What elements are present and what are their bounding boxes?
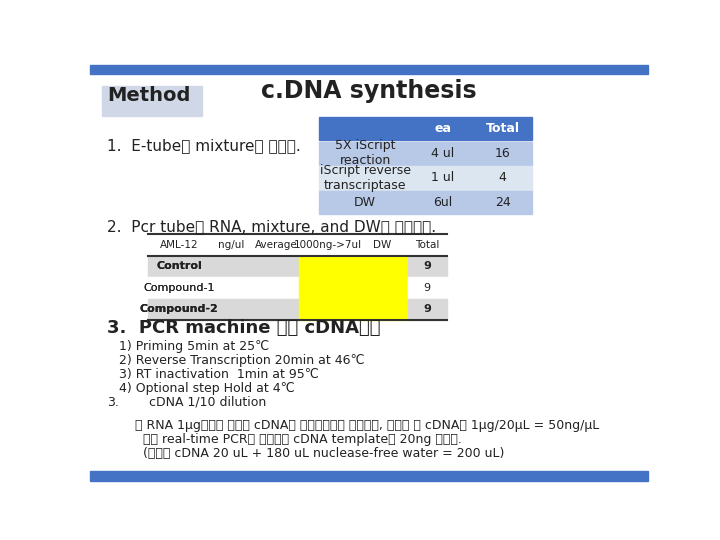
- Bar: [474, 117, 532, 140]
- Text: AML-12: AML-12: [160, 240, 199, 250]
- Bar: [90, 65, 648, 74]
- Text: Compound-2: Compound-2: [140, 304, 218, 314]
- Text: DW: DW: [354, 196, 376, 209]
- Text: 9: 9: [423, 304, 431, 314]
- Text: Average: Average: [255, 240, 297, 250]
- Text: 4 ul: 4 ul: [431, 147, 454, 160]
- Text: ： RNA 1μg로부터 동량의 cDNA가 합성되었다고 가정하면, 합성된 숀 cDNA는 1μg/20μL = 50ng/μL: ： RNA 1μg로부터 동량의 cDNA가 합성되었다고 가정하면, 합성된 …: [120, 419, 600, 432]
- Text: 2.  Pcr tube에 RNA, mixture, and DW를 넣어준다.: 2. Pcr tube에 RNA, mixture, and DW를 넣어준다.: [107, 219, 436, 234]
- Text: 9: 9: [423, 261, 431, 271]
- Text: Control: Control: [156, 261, 202, 271]
- Bar: [474, 142, 532, 165]
- Text: Compound-1: Compound-1: [143, 283, 215, 293]
- Text: 1000ng->7ul: 1000ng->7ul: [294, 240, 362, 250]
- Bar: [357, 299, 408, 320]
- Bar: [319, 117, 412, 140]
- Text: 9: 9: [423, 283, 431, 293]
- Bar: [412, 142, 474, 165]
- Bar: [319, 191, 412, 214]
- Text: 이후 real-time PCR에 사용되는 cDNA template는 20ng 사용함.: 이후 real-time PCR에 사용되는 cDNA template는 20…: [120, 433, 462, 446]
- Bar: [412, 117, 474, 140]
- Text: 16: 16: [495, 147, 510, 160]
- Bar: [474, 191, 532, 214]
- Bar: [90, 471, 648, 481]
- Text: 5X iScript
reaction: 5X iScript reaction: [335, 139, 395, 167]
- Bar: [253, 299, 300, 320]
- Text: c.DNA synthesis: c.DNA synthesis: [261, 79, 477, 103]
- Text: iScript reverse
transcriptase: iScript reverse transcriptase: [320, 164, 410, 192]
- Bar: [210, 278, 253, 298]
- Text: Total: Total: [415, 240, 439, 250]
- Text: Method: Method: [107, 86, 190, 105]
- Bar: [357, 278, 408, 298]
- Bar: [210, 299, 253, 320]
- Text: 4: 4: [499, 172, 507, 185]
- Bar: [300, 278, 357, 298]
- Bar: [412, 166, 474, 190]
- Text: Control: Control: [156, 261, 202, 271]
- Text: Compound-2: Compound-2: [140, 304, 218, 314]
- Text: 1.  E-tube에 mixture를 만든다.: 1. E-tube에 mixture를 만든다.: [107, 138, 301, 153]
- Bar: [319, 142, 412, 165]
- Bar: [357, 256, 408, 276]
- Bar: [253, 278, 300, 298]
- Bar: [300, 256, 357, 276]
- Bar: [210, 256, 253, 276]
- Bar: [148, 278, 210, 298]
- Bar: [148, 299, 210, 320]
- Text: 1 ul: 1 ul: [431, 172, 454, 185]
- Text: 3.  PCR machine 으로 cDNA합성: 3. PCR machine 으로 cDNA합성: [107, 319, 381, 337]
- Text: 2) Reverse Transcription 20min at 46℃: 2) Reverse Transcription 20min at 46℃: [120, 354, 365, 367]
- Text: Compound-1: Compound-1: [143, 283, 215, 293]
- Text: (합성된 cDNA 20 uL + 180 uL nuclease-free water = 200 uL): (합성된 cDNA 20 uL + 180 uL nuclease-free w…: [120, 447, 505, 460]
- Bar: [408, 256, 446, 276]
- Bar: [148, 256, 210, 276]
- Bar: [253, 256, 300, 276]
- Text: 1) Priming 5min at 25℃: 1) Priming 5min at 25℃: [120, 340, 269, 354]
- Bar: [408, 299, 446, 320]
- Bar: [300, 299, 357, 320]
- Text: 4) Optional step Hold at 4℃: 4) Optional step Hold at 4℃: [120, 382, 295, 395]
- Bar: [474, 166, 532, 190]
- Text: 24: 24: [495, 196, 510, 209]
- Bar: [412, 191, 474, 214]
- Text: ea: ea: [434, 122, 451, 135]
- Bar: [408, 278, 446, 298]
- Text: ng/ul: ng/ul: [218, 240, 245, 250]
- Bar: [102, 86, 202, 116]
- Text: 3.: 3.: [107, 396, 119, 409]
- Text: DW: DW: [374, 240, 392, 250]
- Bar: [319, 166, 412, 190]
- Text: Total: Total: [486, 122, 520, 135]
- Text: 6ul: 6ul: [433, 196, 452, 209]
- Text: cDNA 1/10 dilution: cDNA 1/10 dilution: [132, 396, 266, 409]
- Text: 3) RT inactivation  1min at 95℃: 3) RT inactivation 1min at 95℃: [120, 368, 319, 381]
